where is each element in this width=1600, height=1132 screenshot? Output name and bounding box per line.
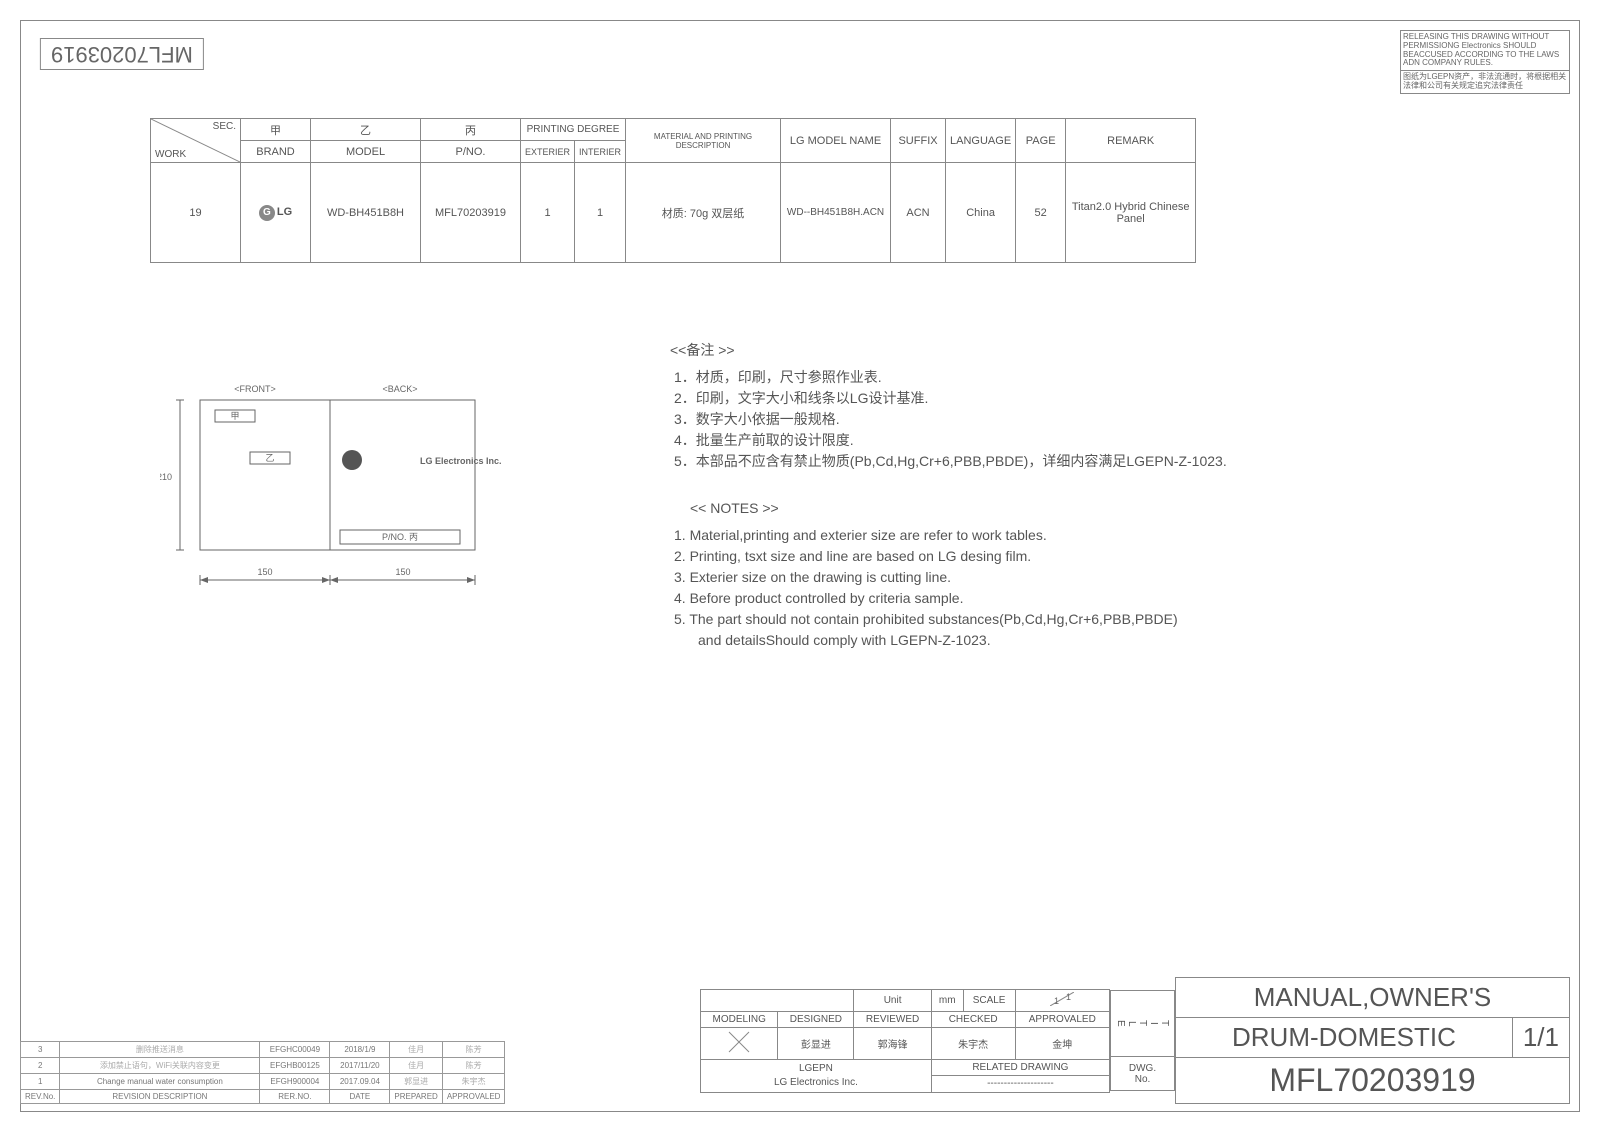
hdr-model: MODEL	[311, 141, 421, 163]
svg-text:150: 150	[257, 567, 272, 577]
rev-row-3: 3 删除推送消息 EFGHC00049 2018/1/9 佳月 陈芳	[21, 1042, 505, 1058]
tb-modeling-val	[701, 1027, 778, 1059]
hdr-interier: INTERIER	[575, 141, 626, 163]
cell-exterier: 1	[521, 163, 575, 263]
tb-title2: DRUM-DOMESTIC	[1176, 1018, 1513, 1058]
hdr-yi: 乙	[311, 119, 421, 141]
notes-block: <<备注 >> 1．材质，印刷，尺寸参照作业表. 2．印刷，文字大小和线条以LG…	[670, 340, 1310, 651]
tb-approvaled: APPROVALED	[1015, 1011, 1109, 1027]
tb-unit-val: mm	[931, 989, 963, 1011]
svg-text:甲: 甲	[230, 411, 239, 421]
svg-text:210: 210	[160, 472, 172, 482]
hdr-material: MATERIAL AND PRINTING DESCRIPTION	[626, 119, 781, 163]
cell-language: China	[946, 163, 1016, 263]
tb-lgepn: LGEPN	[799, 1063, 833, 1074]
hdr-work: WORK	[155, 149, 186, 160]
spec-table: SEC. WORK 甲 乙 丙 PRINTING DEGREE MATERIAL…	[150, 118, 1196, 263]
svg-text:乙: 乙	[265, 453, 274, 463]
diag-back-label: <BACK>	[382, 384, 417, 394]
cell-page: 52	[1016, 163, 1066, 263]
tb-approvaled-val: 金坤	[1015, 1027, 1109, 1059]
rev-row-2: 2 添加禁止语句，WiFi关联内容变更 EFGHB00125 2017/11/2…	[21, 1058, 505, 1074]
svg-text:1: 1	[1054, 996, 1059, 1006]
hdr-remark: REMARK	[1066, 119, 1196, 163]
tb-dwgno-label: DWG.No.	[1111, 1057, 1175, 1091]
dimension-diagram: <FRONT> <BACK> 甲 乙 LG Electronics Inc. P…	[160, 380, 520, 640]
notes-en-2: 2. Printing, tsxt size and line are base…	[674, 546, 1310, 567]
cell-lgmodel: WD--BH451B8H.ACN	[781, 163, 891, 263]
cell-model: WD-BH451B8H	[311, 163, 421, 263]
notes-zh-3: 3．数字大小依据一般规格.	[674, 409, 1310, 430]
tb-partno: MFL70203919	[1176, 1058, 1570, 1104]
lg-logo-icon: G	[259, 205, 275, 221]
title-block: Unit mm SCALE 11 MODELING DESIGNED REVIE…	[700, 977, 1570, 1104]
tb-scale-val: 11	[1015, 989, 1109, 1011]
tb-scale-lbl: SCALE	[963, 989, 1015, 1011]
release-warning: RELEASING THIS DRAWING WITHOUT PERMISSIO…	[1400, 30, 1570, 94]
cell-suffix: ACN	[891, 163, 946, 263]
tb-related-val: --------------------	[931, 1076, 1109, 1093]
notes-en-5b: and detailsShould comply with LGEPN-Z-10…	[698, 630, 1310, 651]
cell-remark: Titan2.0 Hybrid Chinese Panel	[1066, 163, 1196, 263]
notes-en-header: << NOTES >>	[690, 498, 1310, 519]
rev-header: REV.No. REVISION DESCRIPTION RER.NO. DAT…	[21, 1090, 505, 1104]
tb-reviewed: REVIEWED	[854, 1011, 931, 1027]
hdr-exterier: EXTERIER	[521, 141, 575, 163]
notes-en-5: 5. The part should not contain prohibite…	[674, 609, 1310, 630]
tb-designed-val: 彭显进	[778, 1027, 854, 1059]
cell-interier: 1	[575, 163, 626, 263]
part-number-rotated: MFL70203919	[40, 38, 204, 70]
notes-en-4: 4. Before product controlled by criteria…	[674, 588, 1310, 609]
tb-modeling: MODELING	[701, 1011, 778, 1027]
tb-title1: MANUAL,OWNER'S	[1176, 978, 1570, 1018]
hdr-printing-degree: PRINTING DEGREE	[521, 119, 626, 141]
cell-work: 19	[151, 163, 241, 263]
tb-checked: CHECKED	[931, 1011, 1015, 1027]
notes-zh-1: 1．材质，印刷，尺寸参照作业表.	[674, 367, 1310, 388]
svg-text:1: 1	[1066, 992, 1071, 1002]
tb-unit-lbl: Unit	[854, 989, 931, 1011]
hdr-bing: 丙	[421, 119, 521, 141]
rev-row-1: 1 Change manual water consumption EFGH90…	[21, 1074, 505, 1090]
hdr-pno: P/NO.	[421, 141, 521, 163]
tb-reviewed-val: 郭海锋	[854, 1027, 931, 1059]
warning-zh: 图纸为LGEPN资产，非法流通时，将根据相关法律和公司有关规定追究法律责任	[1401, 71, 1569, 93]
notes-zh-2: 2．印刷，文字大小和线条以LG设计基准.	[674, 388, 1310, 409]
tb-checked-val: 朱宇杰	[931, 1027, 1015, 1059]
svg-text:LG Electronics Inc.: LG Electronics Inc.	[420, 456, 502, 466]
notes-en-3: 3. Exterier size on the drawing is cutti…	[674, 567, 1310, 588]
tb-company: LGEPN LG Electronics Inc.	[701, 1059, 932, 1092]
cell-material: 材质: 70g 双层纸	[626, 163, 781, 263]
hdr-language: LANGUAGE	[946, 119, 1016, 163]
notes-en-1: 1. Material,printing and exterier size a…	[674, 525, 1310, 546]
notes-zh-header: <<备注 >>	[670, 340, 1310, 361]
hdr-jia: 甲	[241, 119, 311, 141]
tb-designed: DESIGNED	[778, 1011, 854, 1027]
revision-table: 3 删除推送消息 EFGHC00049 2018/1/9 佳月 陈芳 2 添加禁…	[20, 1041, 505, 1104]
hdr-suffix: SUFFIX	[891, 119, 946, 163]
tb-title-label: TITLE	[1111, 991, 1175, 1057]
hdr-lgmodel: LG MODEL NAME	[781, 119, 891, 163]
hdr-brand: BRAND	[241, 141, 311, 163]
tb-sheet: 1/1	[1512, 1018, 1569, 1058]
svg-text:P/NO. 丙: P/NO. 丙	[382, 532, 418, 542]
warning-en: RELEASING THIS DRAWING WITHOUT PERMISSIO…	[1401, 31, 1569, 71]
hdr-work-sec: SEC. WORK	[151, 119, 241, 163]
tb-company-name: LG Electronics Inc.	[774, 1077, 858, 1088]
hdr-sec: SEC.	[213, 121, 236, 132]
hdr-page: PAGE	[1016, 119, 1066, 163]
diag-front-label: <FRONT>	[234, 384, 276, 394]
tb-related-lbl: RELATED DRAWING	[931, 1059, 1109, 1076]
cell-brand: GLG	[241, 163, 311, 263]
svg-text:150: 150	[395, 567, 410, 577]
notes-zh-5: 5．本部品不应含有禁止物质(Pb,Cd,Hg,Cr+6,PBB,PBDE)，详细…	[674, 451, 1310, 472]
notes-zh-4: 4．批量生产前取的设计限度.	[674, 430, 1310, 451]
cell-pno: MFL70203919	[421, 163, 521, 263]
lg-logo-text: LG	[277, 206, 292, 218]
